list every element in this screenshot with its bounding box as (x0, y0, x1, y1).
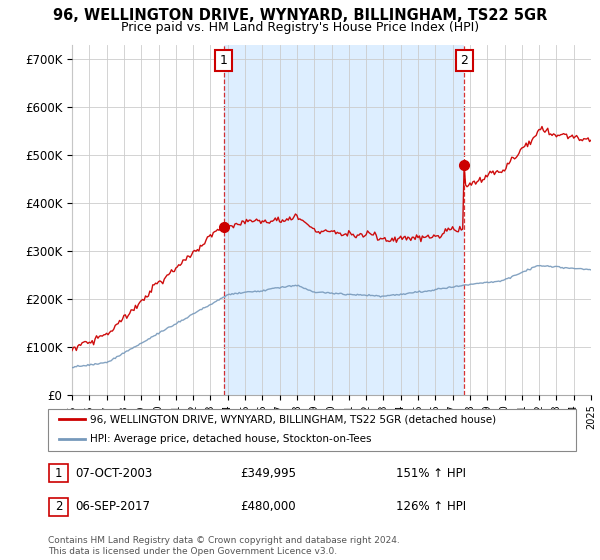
Text: 2: 2 (460, 54, 469, 67)
FancyBboxPatch shape (49, 498, 68, 516)
Text: 07-OCT-2003: 07-OCT-2003 (75, 466, 152, 480)
Text: £480,000: £480,000 (240, 500, 296, 514)
Text: £349,995: £349,995 (240, 466, 296, 480)
Text: HPI: Average price, detached house, Stockton-on-Tees: HPI: Average price, detached house, Stoc… (90, 434, 372, 444)
Text: Contains HM Land Registry data © Crown copyright and database right 2024.
This d: Contains HM Land Registry data © Crown c… (48, 536, 400, 556)
FancyBboxPatch shape (48, 409, 576, 451)
Text: Price paid vs. HM Land Registry's House Price Index (HPI): Price paid vs. HM Land Registry's House … (121, 21, 479, 34)
Text: 2: 2 (55, 500, 62, 514)
Text: 96, WELLINGTON DRIVE, WYNYARD, BILLINGHAM, TS22 5GR (detached house): 96, WELLINGTON DRIVE, WYNYARD, BILLINGHA… (90, 414, 496, 424)
Text: 06-SEP-2017: 06-SEP-2017 (75, 500, 150, 514)
Text: 126% ↑ HPI: 126% ↑ HPI (396, 500, 466, 514)
Text: 1: 1 (220, 54, 227, 67)
Text: 1: 1 (55, 466, 62, 480)
FancyBboxPatch shape (49, 464, 68, 482)
Bar (224, 45, 464, 395)
Text: 151% ↑ HPI: 151% ↑ HPI (396, 466, 466, 480)
Text: 96, WELLINGTON DRIVE, WYNYARD, BILLINGHAM, TS22 5GR: 96, WELLINGTON DRIVE, WYNYARD, BILLINGHA… (53, 8, 547, 24)
